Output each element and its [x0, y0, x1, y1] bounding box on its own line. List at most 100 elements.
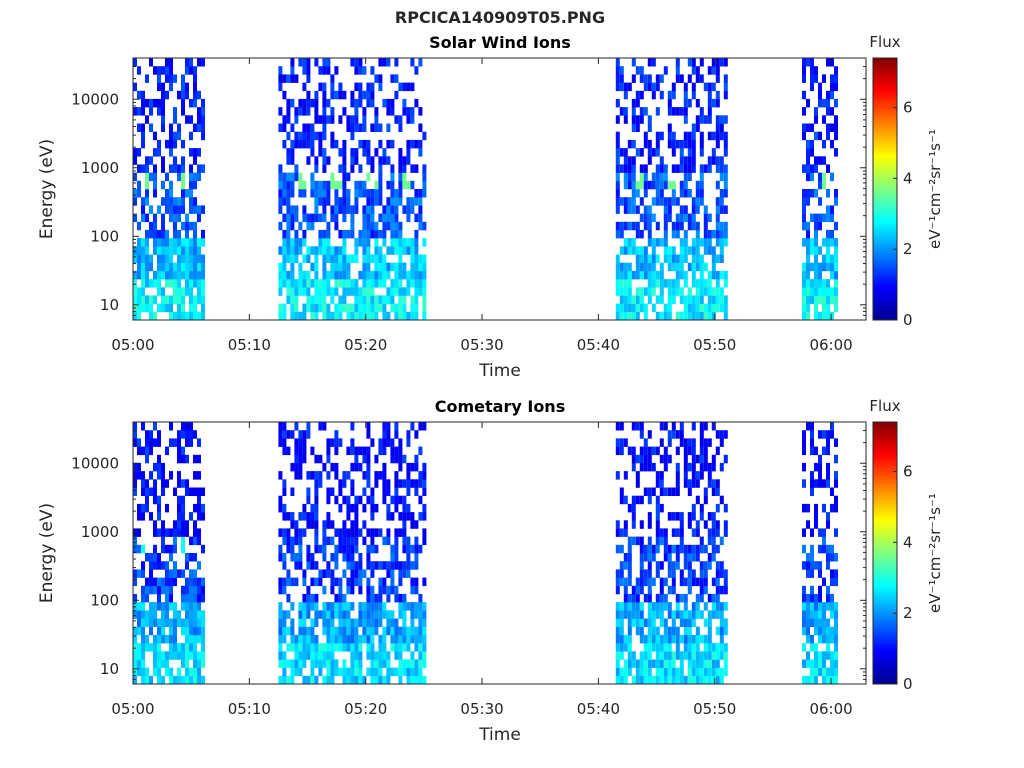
spectrogram-cell [278, 626, 283, 636]
spectrogram-cell [294, 246, 299, 255]
spectrogram-cell [386, 561, 391, 570]
spectrogram-cell [390, 246, 395, 255]
spectrogram-cell [153, 610, 157, 619]
spectrogram-cell [133, 189, 137, 198]
spectrogram-cell [169, 577, 173, 587]
spectrogram-cell [398, 156, 403, 165]
spectrogram-cell [830, 659, 834, 668]
spectrogram-cell [189, 115, 193, 124]
spectrogram-cell [370, 487, 375, 496]
spectrogram-cell [679, 295, 684, 304]
spectrogram-cell [370, 254, 375, 263]
spectrogram-cell [615, 115, 620, 124]
spectrogram-cell [707, 610, 712, 619]
spectrogram-cell [354, 651, 359, 660]
spectrogram-cell [193, 626, 197, 636]
spectrogram-cell [318, 180, 323, 190]
spectrogram-cell [382, 602, 387, 611]
spectrogram-cell [691, 438, 696, 447]
spectrogram-cell [133, 430, 137, 439]
spectrogram-cell [326, 98, 331, 108]
spectrogram-cell [169, 311, 173, 321]
spectrogram-cell [627, 164, 632, 173]
spectrogram-cell [687, 659, 692, 668]
spectrogram-cell [286, 287, 291, 296]
spectrogram-cell [814, 262, 818, 272]
spectrogram-cell [362, 254, 367, 263]
spectrogram-cell [814, 311, 818, 321]
spectrogram-cell [362, 287, 367, 296]
spectrogram-cell [675, 197, 680, 206]
spectrogram-cell [153, 246, 157, 255]
spectrogram-cell [201, 585, 205, 595]
spectrogram-cell [330, 618, 335, 627]
spectrogram-cell [822, 430, 826, 439]
spectrogram-cell [422, 651, 427, 660]
spectrogram-cell [802, 430, 806, 439]
spectrogram-cell [173, 618, 177, 627]
spectrogram-cell [390, 213, 395, 223]
spectrogram-cell [834, 553, 838, 562]
spectrogram-cell [691, 205, 696, 214]
spectrogram-cell [627, 205, 632, 214]
spectrogram-cell [169, 139, 173, 149]
spectrogram-cell [679, 74, 684, 83]
spectrogram-cell [679, 667, 684, 677]
spectrogram-cell [643, 659, 648, 668]
spectrogram-cell [133, 58, 137, 67]
spectrogram-cell [141, 610, 145, 619]
spectrogram-cell [683, 438, 688, 447]
spectrogram-cell [826, 479, 830, 488]
spectrogram-cell [201, 659, 205, 668]
spectrogram-cell [286, 254, 291, 263]
spectrogram-cell [402, 98, 407, 108]
spectrogram-cell [627, 139, 632, 149]
spectrogram-cell [354, 634, 359, 644]
spectrogram-cell [374, 229, 379, 239]
spectrogram-cell [647, 553, 652, 562]
spectrogram-cell [810, 528, 814, 537]
spectrogram-cell [631, 123, 636, 132]
spectrogram-cell [302, 577, 307, 587]
spectrogram-cell [189, 651, 193, 660]
spectrogram-cell [711, 254, 716, 263]
spectrogram-cell [137, 287, 141, 296]
spectrogram-cell [318, 246, 323, 255]
spectrogram-cell [615, 197, 620, 206]
spectrogram-cell [386, 569, 391, 578]
spectrogram-cell [830, 82, 834, 92]
spectrogram-cell [806, 311, 810, 321]
spectrogram-cell [358, 610, 363, 619]
spectrogram-cell [362, 675, 367, 685]
spectrogram-cell [806, 98, 810, 108]
spectrogram-cell [177, 270, 181, 280]
spectrogram-cell [818, 311, 822, 321]
spectrogram-cell [161, 246, 165, 255]
spectrogram-cell [302, 634, 307, 644]
spectrogram-cell [322, 180, 327, 190]
spectrogram-cell [398, 270, 403, 280]
spectrogram-cell [354, 303, 359, 313]
spectrogram-cell [818, 246, 822, 255]
spectrogram-cell [623, 495, 628, 505]
spectrogram-cell [330, 172, 335, 182]
spectrogram-cell [619, 66, 624, 75]
spectrogram-cell [294, 446, 299, 456]
spectrogram-cell [161, 164, 165, 173]
spectrogram-cell [141, 634, 145, 644]
spectrogram-cell [374, 270, 379, 280]
spectrogram-cell [298, 58, 303, 67]
spectrogram-cell [715, 503, 720, 513]
spectrogram-cell [338, 544, 343, 554]
spectrogram-cell [719, 156, 724, 165]
spectrogram-cell [623, 115, 628, 124]
spectrogram-cell [133, 471, 137, 480]
spectrogram-cell [294, 634, 299, 644]
spectrogram-cell [683, 651, 688, 660]
spectrogram-cell [318, 115, 323, 124]
spectrogram-cell [711, 229, 716, 239]
spectrogram-cell [157, 651, 161, 660]
spectrogram-cell [306, 561, 311, 570]
spectrogram-cell [197, 577, 201, 587]
spectrogram-cell [390, 610, 395, 619]
